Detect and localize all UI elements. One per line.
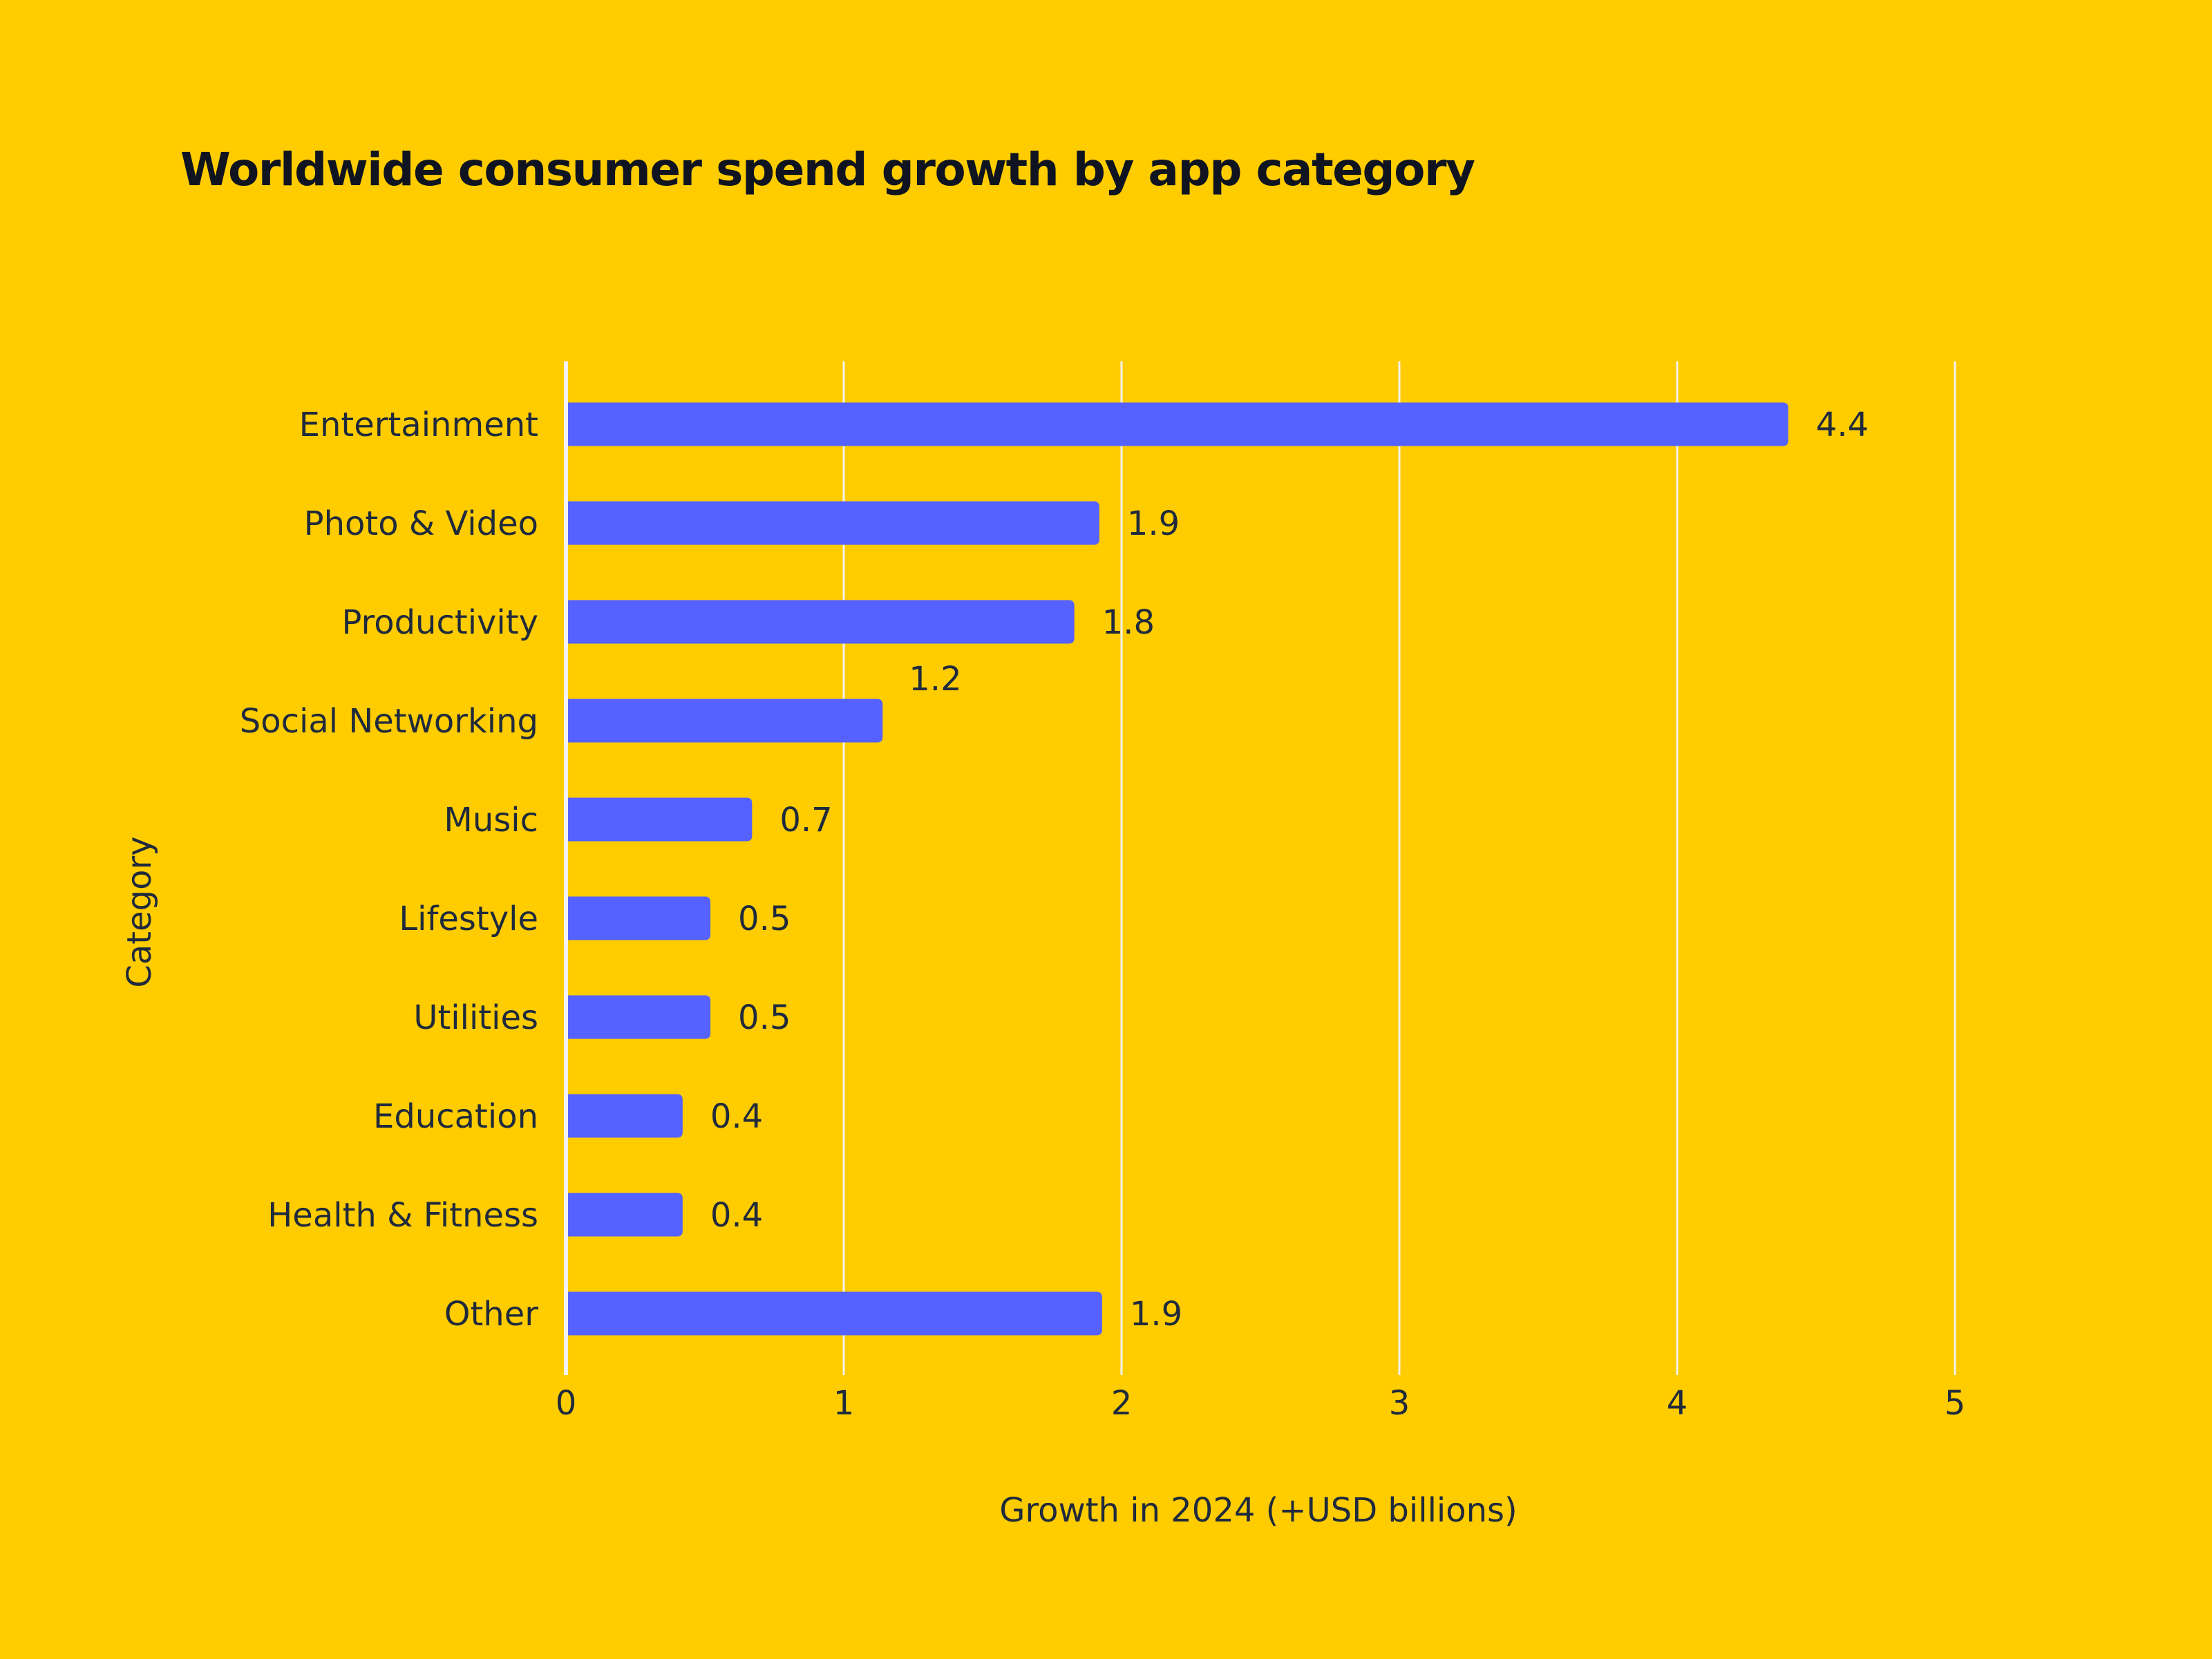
data-label: 1.8 bbox=[1102, 603, 1155, 642]
category-label: Lifestyle bbox=[399, 900, 538, 938]
x-tick-label: 2 bbox=[1111, 1384, 1133, 1423]
x-tick-label: 4 bbox=[1667, 1384, 1688, 1423]
data-labels: 4.4 1.9 1.8 1.2 0.7 0.5 0.5 0.4 0.4 1.9 bbox=[710, 406, 1869, 1334]
data-label: 0.4 bbox=[710, 1196, 763, 1235]
chart-title: Worldwide consumer spend growth by app c… bbox=[180, 143, 1475, 196]
data-label: 0.7 bbox=[779, 801, 832, 840]
bar bbox=[568, 402, 1788, 446]
x-tick-label: 0 bbox=[556, 1384, 577, 1423]
bar bbox=[568, 501, 1099, 545]
category-label: Entertainment bbox=[299, 406, 538, 444]
category-label: Productivity bbox=[341, 603, 538, 642]
x-tick-labels: 0 1 2 3 4 5 bbox=[556, 1384, 1966, 1423]
bar bbox=[568, 1291, 1102, 1336]
x-tick-label: 1 bbox=[833, 1384, 855, 1423]
data-label: 1.2 bbox=[909, 660, 961, 699]
data-label: 0.5 bbox=[738, 900, 791, 938]
x-axis-title: Growth in 2024 (+USD billions) bbox=[999, 1491, 1518, 1530]
data-label: 0.5 bbox=[738, 998, 791, 1037]
x-tick-label: 3 bbox=[1389, 1384, 1410, 1423]
bar bbox=[568, 600, 1075, 644]
data-label: 1.9 bbox=[1127, 504, 1180, 543]
bar bbox=[568, 995, 711, 1039]
data-label: 1.9 bbox=[1130, 1295, 1182, 1334]
category-label: Photo & Video bbox=[304, 504, 538, 543]
bars bbox=[568, 402, 1788, 1336]
data-label: 4.4 bbox=[1816, 406, 1869, 444]
category-labels: Entertainment Photo & Video Productivity So… bbox=[240, 406, 538, 1334]
bar bbox=[568, 1193, 683, 1237]
category-label: Other bbox=[444, 1295, 539, 1334]
bar bbox=[568, 1094, 683, 1138]
category-label: Social Networking bbox=[240, 702, 538, 741]
category-label: Utilities bbox=[413, 998, 538, 1037]
bar bbox=[568, 896, 711, 940]
category-label: Music bbox=[444, 801, 538, 840]
y-axis-title: Category bbox=[120, 836, 159, 987]
bar bbox=[568, 699, 883, 743]
bar bbox=[568, 797, 753, 842]
category-label: Education bbox=[373, 1097, 538, 1136]
category-label: Health & Fitness bbox=[267, 1196, 538, 1235]
x-tick-label: 5 bbox=[1945, 1384, 1966, 1423]
data-label: 0.4 bbox=[710, 1097, 763, 1136]
